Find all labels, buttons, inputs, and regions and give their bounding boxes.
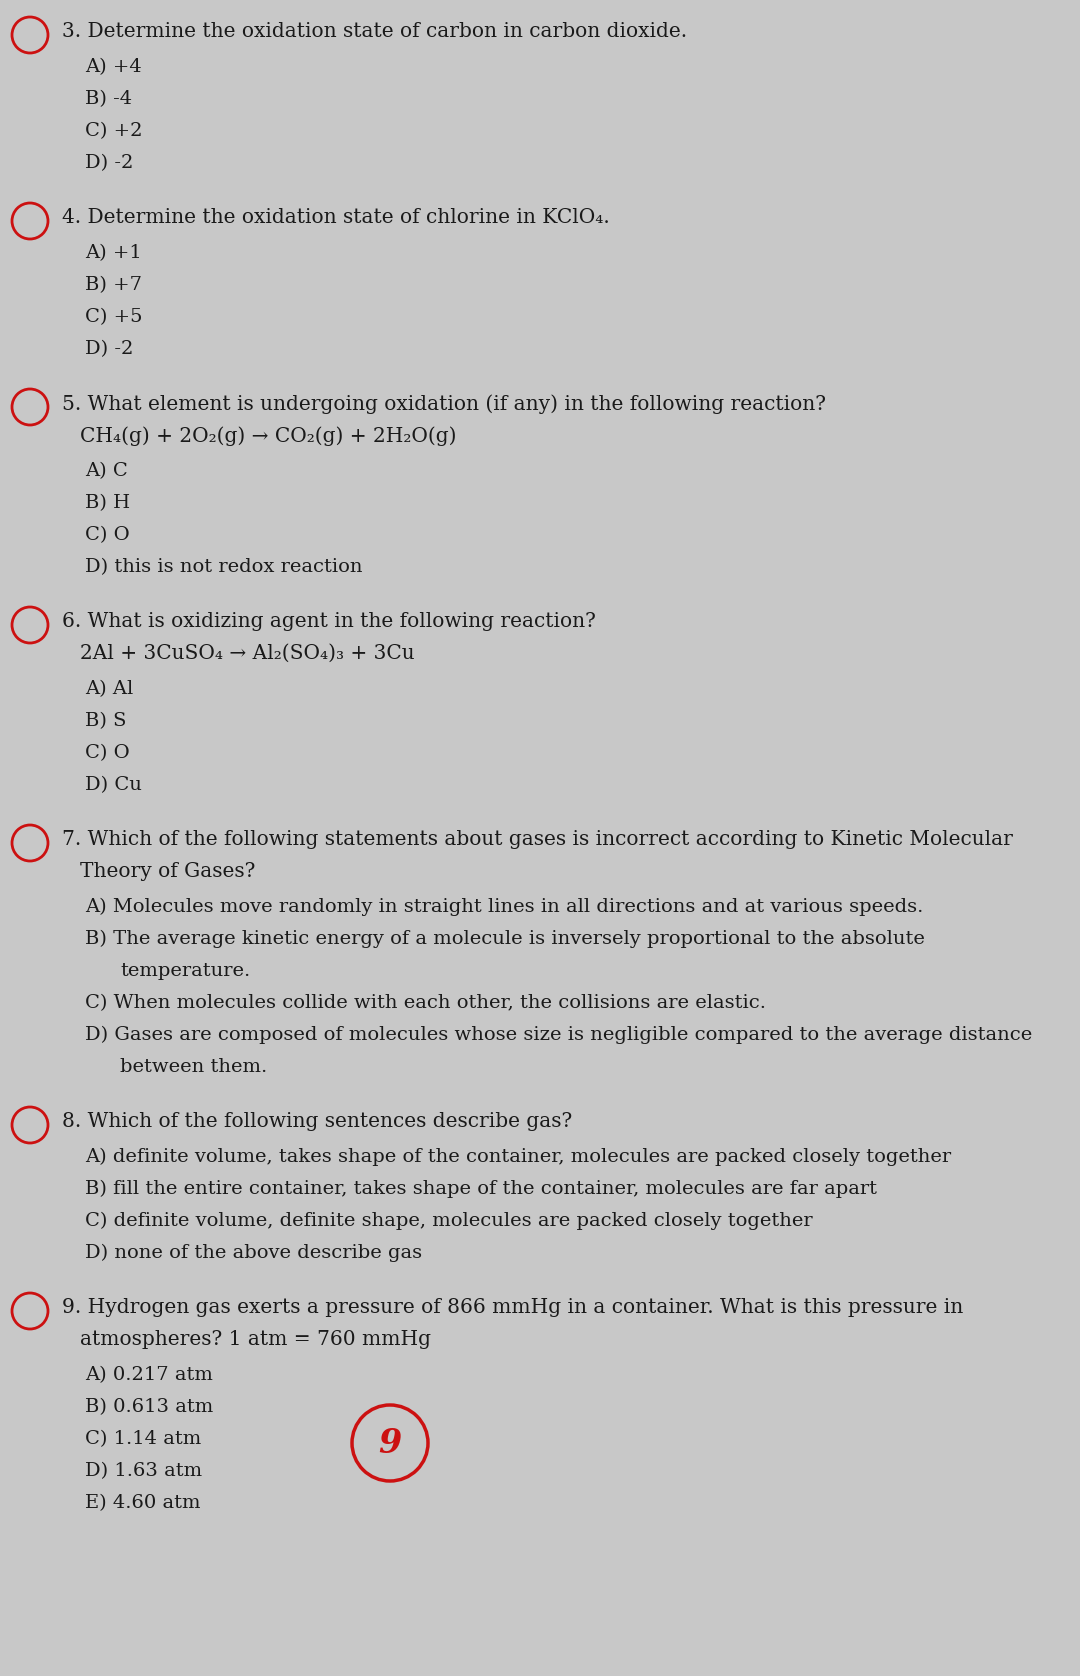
Text: 9. Hydrogen gas exerts a pressure of 866 mmHg in a container. What is this press: 9. Hydrogen gas exerts a pressure of 866…	[62, 1297, 963, 1317]
Text: 5. What element is undergoing oxidation (if any) in the following reaction?: 5. What element is undergoing oxidation …	[62, 394, 826, 414]
Text: D) 1.63 atm: D) 1.63 atm	[85, 1461, 202, 1480]
Text: A) +4: A) +4	[85, 59, 141, 75]
Text: D) this is not redox reaction: D) this is not redox reaction	[85, 558, 363, 577]
Text: A) 0.217 atm: A) 0.217 atm	[85, 1366, 213, 1384]
Text: D) none of the above describe gas: D) none of the above describe gas	[85, 1244, 422, 1262]
Text: CH₄(g) + 2O₂(g) → CO₂(g) + 2H₂O(g): CH₄(g) + 2O₂(g) → CO₂(g) + 2H₂O(g)	[80, 426, 457, 446]
Text: D) -2: D) -2	[85, 340, 133, 359]
Text: C) 1.14 atm: C) 1.14 atm	[85, 1430, 201, 1448]
Text: 6. What is oxidizing agent in the following reaction?: 6. What is oxidizing agent in the follow…	[62, 612, 596, 630]
Text: B) +7: B) +7	[85, 277, 141, 293]
Text: atmospheres? 1 atm = 760 mmHg: atmospheres? 1 atm = 760 mmHg	[80, 1331, 431, 1349]
Text: temperature.: temperature.	[120, 962, 251, 980]
Text: 3. Determine the oxidation state of carbon in carbon dioxide.: 3. Determine the oxidation state of carb…	[62, 22, 687, 40]
Text: A) C: A) C	[85, 463, 127, 479]
Text: D) -2: D) -2	[85, 154, 133, 173]
Text: 7. Which of the following statements about gases is incorrect according to Kinet: 7. Which of the following statements abo…	[62, 830, 1013, 850]
Text: B) H: B) H	[85, 494, 130, 511]
Text: B) 0.613 atm: B) 0.613 atm	[85, 1398, 213, 1416]
Text: C) When molecules collide with each other, the collisions are elastic.: C) When molecules collide with each othe…	[85, 994, 766, 1012]
Text: B) S: B) S	[85, 712, 126, 731]
Text: 9: 9	[378, 1426, 402, 1460]
Text: A) +1: A) +1	[85, 245, 141, 261]
Text: B) fill the entire container, takes shape of the container, molecules are far ap: B) fill the entire container, takes shap…	[85, 1180, 877, 1198]
Text: C) +5: C) +5	[85, 308, 143, 327]
Text: A) Molecules move randomly in straight lines in all directions and at various sp: A) Molecules move randomly in straight l…	[85, 898, 923, 917]
Text: Theory of Gases?: Theory of Gases?	[80, 861, 255, 882]
Text: 8. Which of the following sentences describe gas?: 8. Which of the following sentences desc…	[62, 1111, 572, 1131]
Text: B) -4: B) -4	[85, 91, 132, 107]
Text: C) O: C) O	[85, 526, 130, 545]
Text: between them.: between them.	[120, 1058, 267, 1076]
Text: 2Al + 3CuSO₄ → Al₂(SO₄)₃ + 3Cu: 2Al + 3CuSO₄ → Al₂(SO₄)₃ + 3Cu	[80, 644, 415, 664]
Text: D) Cu: D) Cu	[85, 776, 141, 794]
Text: 4. Determine the oxidation state of chlorine in KClO₄.: 4. Determine the oxidation state of chlo…	[62, 208, 610, 226]
Text: A) Al: A) Al	[85, 680, 133, 697]
Text: B) The average kinetic energy of a molecule is inversely proportional to the abs: B) The average kinetic energy of a molec…	[85, 930, 924, 949]
Text: C) definite volume, definite shape, molecules are packed closely together: C) definite volume, definite shape, mole…	[85, 1212, 812, 1230]
Text: A) definite volume, takes shape of the container, molecules are packed closely t: A) definite volume, takes shape of the c…	[85, 1148, 951, 1166]
Text: D) Gases are composed of molecules whose size is negligible compared to the aver: D) Gases are composed of molecules whose…	[85, 1026, 1032, 1044]
Text: C) +2: C) +2	[85, 122, 143, 141]
Text: C) O: C) O	[85, 744, 130, 763]
Text: E) 4.60 atm: E) 4.60 atm	[85, 1493, 201, 1512]
